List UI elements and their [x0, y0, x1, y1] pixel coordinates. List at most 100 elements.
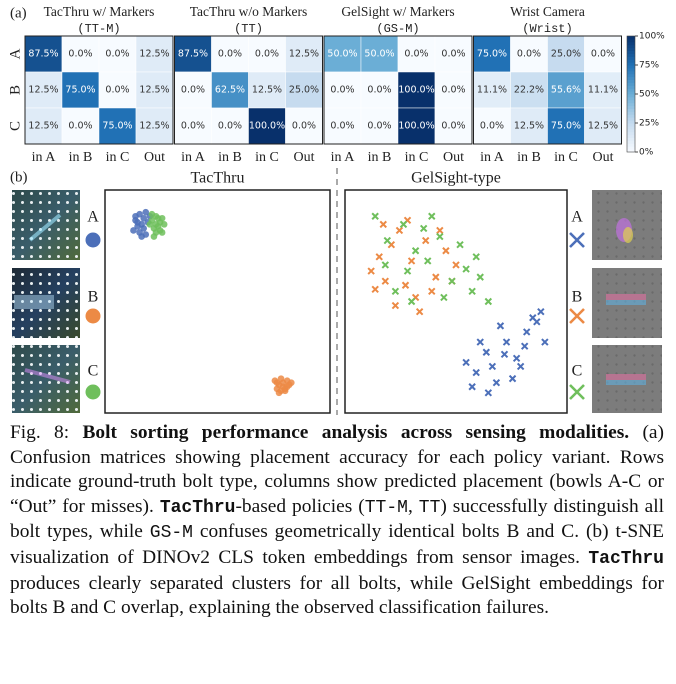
- column-label: in B: [517, 150, 541, 165]
- matrix-frame: [24, 35, 174, 145]
- cell: [473, 35, 511, 73]
- cell-label: 12.5%: [588, 121, 618, 132]
- column-label: in C: [255, 150, 279, 165]
- cell: [285, 35, 323, 73]
- cell: [285, 107, 323, 145]
- cell-label: 100.0%: [398, 121, 434, 132]
- cell: [510, 35, 548, 73]
- matrix-title: GelSight w/ Markers: [341, 4, 454, 19]
- cell-label: 12.5%: [289, 49, 319, 60]
- colorbar-step: [627, 36, 635, 40]
- point: [371, 212, 379, 220]
- colorbar-label: 0%: [639, 148, 654, 158]
- cell: [397, 71, 436, 109]
- cell: [285, 71, 323, 109]
- cell: [434, 107, 473, 145]
- point: [496, 322, 505, 330]
- point: [512, 354, 521, 363]
- matrix-subtitle: (TT-M): [77, 22, 120, 36]
- colorbar-step: [627, 143, 635, 147]
- point: [403, 267, 412, 275]
- point: [522, 328, 531, 336]
- point: [484, 389, 493, 397]
- row-label: B: [7, 85, 23, 95]
- column-label: Out: [593, 150, 614, 165]
- colorbar-step: [627, 82, 635, 86]
- cell-label: 75.0%: [65, 85, 95, 96]
- cell: [98, 107, 137, 145]
- cell-label: 0.0%: [330, 121, 354, 132]
- point: [142, 208, 150, 216]
- cell: [248, 71, 286, 109]
- column-label: in B: [218, 150, 242, 165]
- cell: [24, 71, 63, 109]
- legend-marker: [569, 308, 585, 324]
- caption-text: ) successfully distinguish all bolt type…: [10, 495, 664, 543]
- caption-title: Bolt sorting performance analysis across…: [82, 422, 630, 443]
- panel-label: (b): [10, 169, 28, 185]
- colorbar-step: [627, 56, 635, 60]
- cell: [24, 107, 63, 145]
- row-label: A: [7, 48, 23, 59]
- point: [150, 233, 158, 240]
- cell: [397, 35, 436, 73]
- cell-label: 12.5%: [28, 85, 58, 96]
- point: [407, 297, 416, 306]
- point: [476, 273, 484, 281]
- caption-text: confuses geometrically identical bolts B…: [10, 521, 664, 568]
- caption-code: TT-M: [364, 497, 408, 518]
- colorbar-step: [627, 105, 635, 109]
- point: [488, 362, 497, 371]
- point: [395, 226, 404, 235]
- caption-text: produces clearly separated clusters for …: [10, 572, 664, 619]
- cell-label: 0.0%: [68, 49, 92, 60]
- colorbar-step: [627, 88, 635, 92]
- cell: [510, 71, 548, 109]
- point: [407, 257, 416, 265]
- cell: [323, 107, 362, 145]
- colorbar-step: [627, 108, 635, 112]
- point: [502, 338, 511, 346]
- row-label: C: [7, 121, 23, 131]
- colorbar-step: [627, 62, 635, 66]
- matrix-subtitle: (Wrist): [522, 22, 572, 36]
- point: [428, 212, 436, 220]
- point: [411, 247, 420, 255]
- point: [492, 378, 501, 387]
- point: [508, 374, 517, 383]
- cell-label: 87.5%: [28, 49, 58, 60]
- colorbar-step: [627, 50, 635, 54]
- point: [448, 277, 456, 285]
- sensor-images-right: [592, 190, 662, 413]
- legend-marker: [569, 384, 585, 400]
- cell: [248, 107, 286, 145]
- cell: [584, 71, 622, 109]
- point: [452, 261, 460, 269]
- point: [273, 379, 281, 387]
- point: [419, 224, 428, 233]
- point: [456, 240, 464, 249]
- plot-frame: [104, 189, 331, 414]
- point: [520, 342, 529, 350]
- legend-label: C: [88, 363, 99, 380]
- point: [146, 221, 154, 228]
- colorbar-step: [627, 70, 635, 75]
- caption-code: GS-M: [149, 523, 193, 544]
- colorbar-step: [627, 65, 635, 69]
- colorbar-step: [627, 146, 635, 150]
- point: [428, 287, 436, 296]
- colorbar-step: [627, 125, 635, 130]
- point: [148, 210, 156, 218]
- point: [440, 293, 448, 302]
- cell-label: 50.0%: [364, 49, 394, 60]
- cell-label: 0.0%: [441, 49, 465, 60]
- column-label: Out: [443, 150, 464, 165]
- legend-label: B: [88, 289, 99, 306]
- cell-label: 12.5%: [139, 121, 169, 132]
- cell-label: 12.5%: [139, 49, 169, 60]
- cell-label: 0.0%: [367, 121, 391, 132]
- column-label: in C: [554, 150, 578, 165]
- cell: [98, 35, 137, 73]
- point: [391, 301, 400, 310]
